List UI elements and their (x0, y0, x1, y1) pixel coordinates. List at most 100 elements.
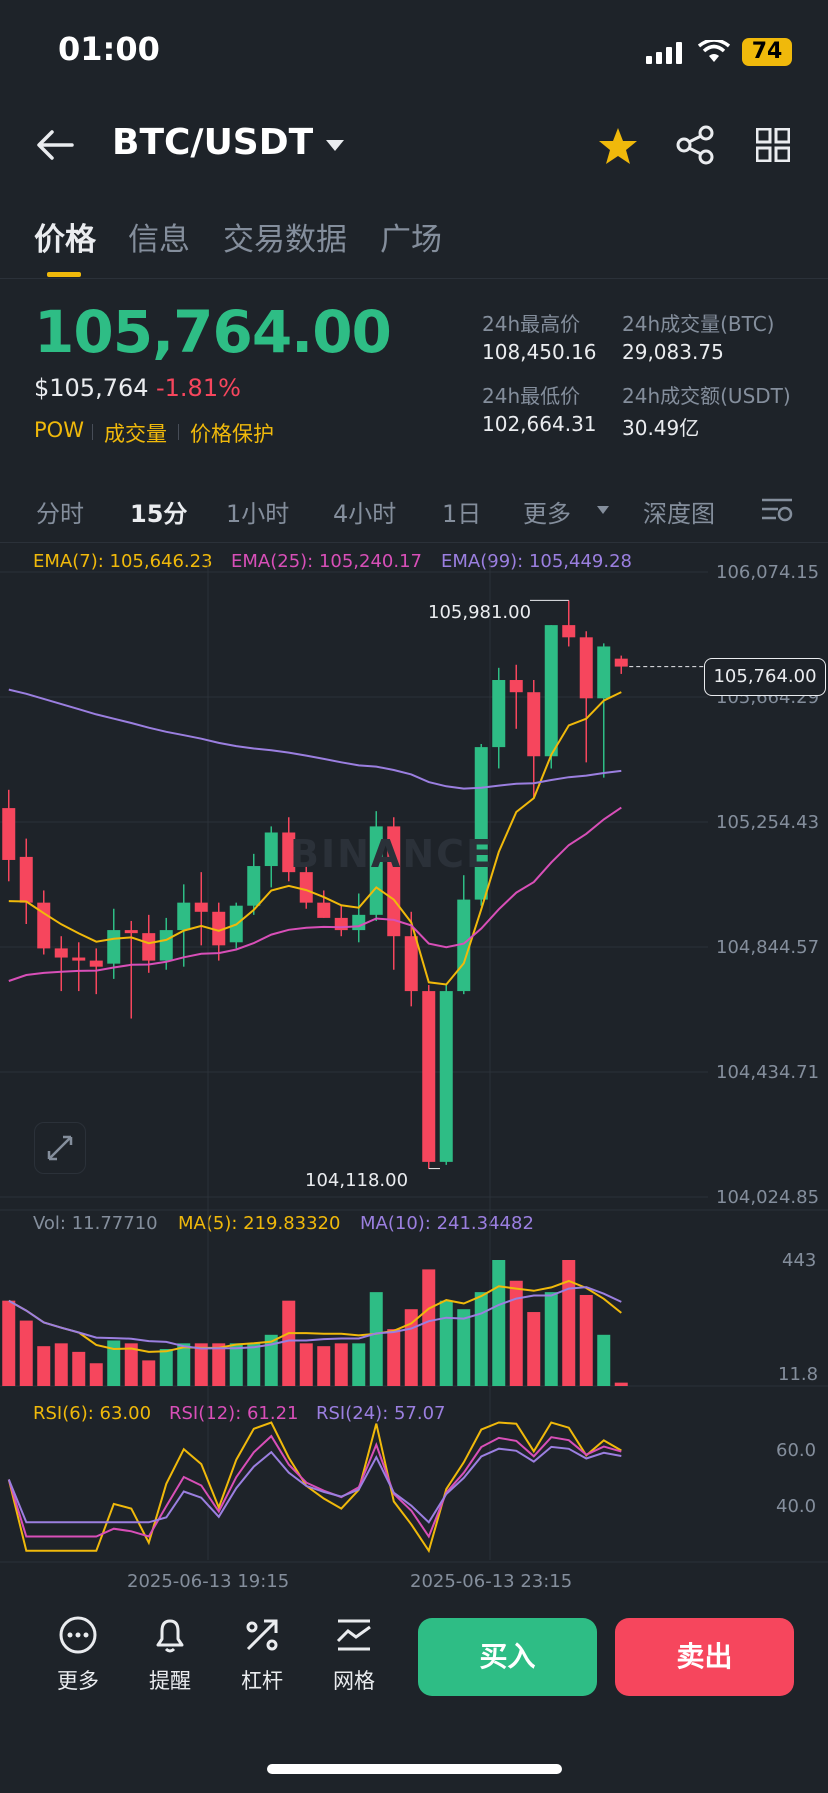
candle-body (439, 991, 453, 1162)
volume-bar (544, 1292, 558, 1386)
volume-bar (334, 1343, 348, 1386)
alert-label: 提醒 (149, 1669, 191, 1693)
leverage-button[interactable]: 杠杆 (222, 1615, 302, 1695)
candle-body (54, 948, 68, 958)
price-axis-label: 106,074.15 (716, 562, 820, 583)
last-price: 105,764.00 (34, 298, 392, 366)
candle-body (509, 680, 523, 693)
rsi12-label: RSI(12): 61.21 (169, 1403, 299, 1424)
caret-down-icon[interactable] (325, 138, 345, 152)
volume-bar (597, 1334, 611, 1386)
interval-1h[interactable]: 1小时 (226, 500, 290, 528)
wifi-icon (698, 40, 730, 62)
candle-body (124, 930, 138, 934)
volume-bar (124, 1343, 138, 1386)
usd-price: $105,764 (34, 374, 149, 402)
volume-bar (509, 1280, 523, 1386)
volume-bar (89, 1363, 103, 1386)
candle-body (334, 917, 348, 931)
price-axis-label: 104,024.85 (716, 1187, 820, 1208)
ema25-label: EMA(25): 105,240.17 (231, 551, 423, 572)
price-axis-label: 104,434.71 (716, 1062, 820, 1083)
ma5-line (8, 1279, 622, 1353)
candlestick-chart[interactable] (0, 560, 828, 1580)
ema7-line (8, 691, 622, 986)
tag-volume[interactable]: 成交量 (104, 422, 167, 446)
volume-bar (107, 1340, 121, 1386)
rsi6-label: RSI(6): 63.00 (33, 1403, 152, 1424)
candle-body (492, 680, 506, 748)
sell-button[interactable]: 卖出 (615, 1618, 794, 1696)
volume-bar (527, 1312, 541, 1386)
leverage-icon (246, 1619, 278, 1651)
tab-trading-data[interactable]: 交易数据 (223, 222, 347, 258)
tag-separator (92, 424, 93, 440)
more-icon (59, 1616, 97, 1654)
rsi24-label: RSI(24): 57.07 (316, 1403, 446, 1424)
share-icon[interactable] (676, 125, 716, 165)
candle-body (544, 625, 558, 757)
battery-indicator: 74 (742, 38, 792, 66)
grid-trading-label: 网格 (333, 1669, 375, 1693)
tag-price-protection[interactable]: 价格保护 (190, 422, 274, 446)
interval-4h[interactable]: 4小时 (333, 500, 397, 528)
candle-body (527, 692, 541, 757)
candle-body (194, 902, 208, 912)
rsi12-line (7, 1434, 622, 1539)
depth-chart-tab[interactable]: 深度图 (643, 500, 715, 528)
volume-bar (299, 1343, 313, 1386)
buy-button[interactable]: 买入 (418, 1618, 597, 1696)
high-value: 108,450.16 (482, 340, 597, 364)
candle-body (19, 856, 33, 903)
grid-trading-icon (336, 1619, 371, 1651)
ma10-line (8, 1286, 622, 1350)
star-icon[interactable] (597, 126, 639, 166)
tag-pow[interactable]: POW (34, 418, 84, 442)
volume-axis-label: 11.8 (778, 1364, 819, 1385)
tab-price[interactable]: 价格 (34, 222, 96, 258)
back-arrow-icon[interactable] (36, 128, 74, 162)
volume-axis-label: 443 (782, 1250, 817, 1271)
vol-usdt-label: 24h成交额(USDT) (622, 384, 791, 408)
more-label: 更多 (57, 1669, 99, 1693)
price-axis-label: 104,844.57 (716, 937, 820, 958)
ema25-line (8, 806, 622, 982)
candle-body (159, 930, 173, 961)
pair-title[interactable]: BTC/USDT (112, 122, 314, 163)
volume-bar (317, 1346, 331, 1386)
candle-body (404, 936, 418, 992)
tab-info[interactable]: 信息 (128, 222, 190, 258)
candle-body (597, 646, 611, 699)
volume-bar (19, 1320, 33, 1386)
status-time: 01:00 (58, 30, 160, 68)
tab-square[interactable]: 广场 (380, 222, 442, 258)
volume-bar (159, 1349, 173, 1386)
candle-body (107, 930, 121, 964)
rsi24-line (7, 1445, 622, 1524)
interval-more[interactable]: 更多 (523, 500, 571, 528)
volume-bar (229, 1343, 243, 1386)
vol-usdt-value: 30.49亿 (622, 416, 700, 440)
candle-body (89, 960, 103, 967)
tag-separator (178, 424, 179, 440)
interval-timeline[interactable]: 分时 (36, 500, 84, 528)
volume-bar (422, 1269, 436, 1386)
chart-settings-icon[interactable] (760, 494, 794, 524)
candle-body (562, 625, 576, 638)
volume-bar (369, 1292, 383, 1386)
interval-1d[interactable]: 1日 (442, 500, 482, 528)
candle-body (579, 637, 593, 699)
candle-body (317, 902, 331, 918)
alert-button[interactable]: 提醒 (130, 1615, 210, 1695)
caret-down-icon[interactable] (596, 505, 610, 515)
grid-menu-icon[interactable] (756, 128, 790, 162)
low-label: 24h最低价 (482, 384, 581, 408)
candle-body (352, 914, 366, 931)
vol-btc-value: 29,083.75 (622, 340, 724, 364)
ema99-line (8, 688, 622, 790)
fullscreen-button[interactable] (34, 1122, 86, 1174)
grid-trading-button[interactable]: 网格 (314, 1615, 394, 1695)
more-button[interactable]: 更多 (38, 1615, 118, 1695)
volume-bar (54, 1343, 68, 1386)
interval-15m[interactable]: 15分 (130, 500, 188, 528)
